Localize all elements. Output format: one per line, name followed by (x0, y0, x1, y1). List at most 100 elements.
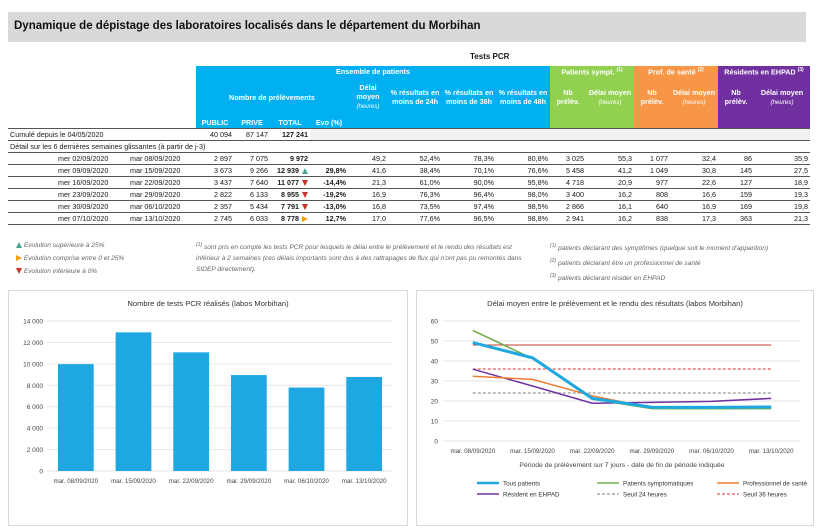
header-nb-prelev: Nombre de prélèvements (196, 77, 348, 117)
header-ehpad-delai: Délai moyen (heures) (754, 77, 810, 117)
line-chart: 0 10 20 30 40 50 60 mar. 08/09/2020 mar. 15/09/2… (431, 319, 808, 499)
legend-entry: Professionnel de santé (743, 481, 808, 488)
footnote-1: (1) sont pris en compte les tests PCR po… (196, 242, 522, 274)
line-xtick-label: mar. 15/09/2020 (510, 448, 555, 455)
bar-chart-title: Nombre de tests PCR réalisés (labos Morb… (127, 299, 289, 308)
line-xtick-label: mar. 08/09/2020 (450, 448, 495, 455)
legend-down: Evolution inférieure à 0% (23, 268, 98, 275)
cell-d2: mar 22/09/2020 (128, 176, 196, 189)
cell-p48: 76,6% (496, 164, 550, 177)
cell-p36: 70,1% (442, 164, 496, 177)
series-line (472, 341, 772, 409)
cell-tot: 7 791 (270, 200, 310, 213)
legend-mid: Evolution comprise entre 0 et 25% (23, 255, 125, 262)
cell-en: 127 (718, 176, 754, 189)
cell-priv: 9 266 (234, 164, 270, 177)
cell-tot: 8 778 (270, 212, 310, 225)
header-prof-delai: Délai moyen (heures) (670, 77, 718, 117)
cell-pd: 22,6 (670, 176, 718, 189)
detail-label: Détail sur les 6 dernières semaines glis… (8, 140, 388, 153)
line-xtick-label: mar. 22/09/2020 (570, 448, 615, 455)
header-total: TOTAL (270, 117, 310, 129)
arrow-right-icon (302, 216, 308, 223)
cell-p24: 77,6% (388, 212, 442, 225)
bar-ytick-label: 12 000 (23, 340, 43, 347)
group-ensemble: Ensemble de patients (196, 66, 550, 77)
cell-p36: 96,5% (442, 212, 496, 225)
legend-entry: Tous patients (503, 481, 540, 488)
line-ytick-label: 30 (431, 379, 439, 386)
evolution-legend: Evolution supérieure à 25% Evolution com… (16, 239, 124, 278)
cell-pub: 2 897 (196, 152, 234, 165)
cell-d1: mer 02/09/2020 (56, 152, 128, 165)
group-sympt: Patients sympt. (1) (550, 66, 634, 77)
cell-p24: 38,4% (388, 164, 442, 177)
column-header-row: Nombre de prélèvements Délai moyen (heure… (8, 77, 810, 117)
cell-en: 169 (718, 200, 754, 213)
section-title: Tests PCR (470, 52, 510, 61)
cell-d2: mar 06/10/2020 (128, 200, 196, 213)
bar-chart: 0 2 000 4 000 6 000 8 000 10 000 12 000 14 000 m… (23, 319, 393, 485)
arrow-right-icon (16, 255, 22, 262)
table-row: mer 02/09/2020 mar 08/09/2020 2 897 7 075 9 … (8, 152, 810, 165)
cell-en: 86 (718, 152, 754, 165)
bar-ytick-label: 4 000 (27, 426, 44, 433)
cell-p24: 61,0% (388, 176, 442, 189)
line-chart-title: Délai moyen entre le prélèvement et le r… (487, 299, 743, 308)
cell-priv: 6 133 (234, 188, 270, 201)
cell-pub: 2 357 (196, 200, 234, 213)
cell-p48: 98,5% (496, 200, 550, 213)
bar (230, 375, 267, 471)
bar-ytick-label: 0 (39, 469, 43, 476)
cell-p36: 90,0% (442, 176, 496, 189)
cell-p24: 76,3% (388, 188, 442, 201)
cell-pd: 30,8 (670, 164, 718, 177)
series-line (472, 368, 772, 404)
cell-pd: 16,6 (670, 188, 718, 201)
line-xtick-label: mar. 06/10/2020 (689, 448, 734, 455)
cell-pub: 3 437 (196, 176, 234, 189)
group-ehpad: Résidents en EHPAD (3) (718, 66, 810, 77)
table-row: mer 30/09/2020 mar 06/10/2020 2 357 5 434 7 … (8, 200, 810, 213)
cell-en: 145 (718, 164, 754, 177)
line-ytick-label: 20 (431, 399, 439, 406)
pcr-table: Ensemble de patients Patients sympt. (1)… (8, 66, 810, 225)
header-sympt-delai: Délai moyen (heures) (586, 77, 634, 117)
cell-p48: 98,0% (496, 188, 550, 201)
legend-entry: Patients symptomatiques (623, 481, 693, 488)
line-chart-panel: Délai moyen entre le prélèvement et le r… (416, 290, 814, 526)
bar-xtick-label: mar. 13/10/2020 (342, 478, 387, 485)
cell-pn: 977 (634, 176, 670, 189)
bar-ytick-label: 8 000 (27, 383, 44, 390)
bar (115, 332, 152, 471)
cell-d1: mer 23/09/2020 (56, 188, 128, 201)
bar-ytick-label: 10 000 (23, 361, 43, 368)
bar-ytick-label: 14 000 (23, 319, 43, 326)
table-row: mer 23/09/2020 mar 29/09/2020 2 822 6 133 8 … (8, 188, 810, 201)
cell-p36: 78,3% (442, 152, 496, 165)
cell-p48: 95,8% (496, 176, 550, 189)
cell-priv: 7 075 (234, 152, 270, 165)
cell-pn: 1 077 (634, 152, 670, 165)
detail-row: Détail sur les 6 dernières semaines glis… (8, 140, 810, 153)
footnotes-groups: (1) patients déclarant des symptômes (qu… (550, 240, 810, 286)
cell-tot: 11 077 (270, 176, 310, 189)
legend-entry: Résident en EHPAD (503, 492, 560, 499)
cell-p36: 97,4% (442, 200, 496, 213)
footnote-sympt: (1) patients déclarant des symptômes (qu… (550, 243, 769, 253)
cell-d1: mer 09/09/2020 (56, 164, 128, 177)
cell-priv: 7 640 (234, 176, 270, 189)
cell-sn: 3 025 (550, 152, 586, 165)
cell-tot: 9 972 (270, 152, 310, 165)
bar-ytick-label: 6 000 (27, 404, 44, 411)
table-row: mer 07/10/2020 mar 13/10/2020 2 745 6 033 8 … (8, 212, 810, 225)
bar (57, 364, 94, 471)
header-pct48: % résultats en moins de 48h (496, 77, 550, 117)
cell-pub: 2 745 (196, 212, 234, 225)
cell-d2: mar 13/10/2020 (128, 212, 196, 225)
cell-d2: mar 15/09/2020 (128, 164, 196, 177)
cell-pd: 32,4 (670, 152, 718, 165)
cell-priv: 6 033 (234, 212, 270, 225)
table-row: mer 16/09/2020 mar 22/09/2020 3 437 7 640 11… (8, 176, 810, 189)
cell-delai: 16,8 (348, 200, 388, 213)
